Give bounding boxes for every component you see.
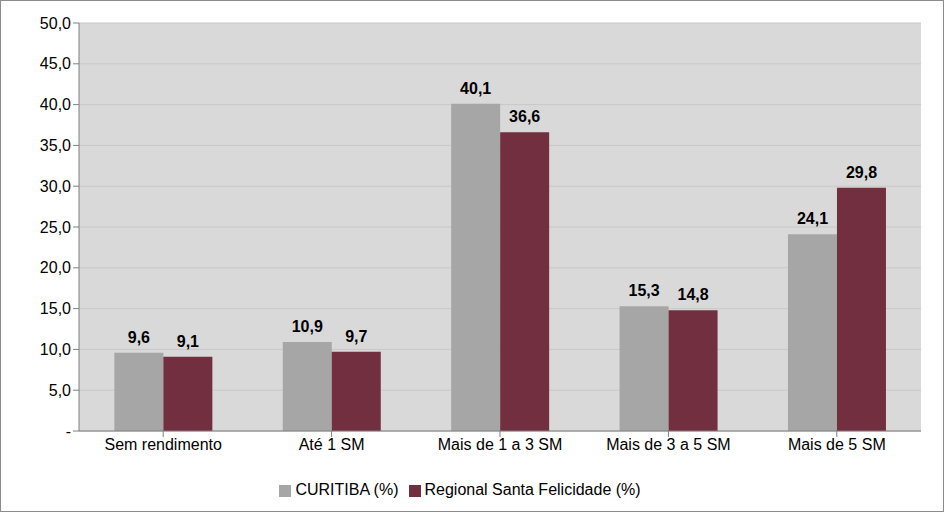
svg-text:Mais de 5 SM: Mais de 5 SM <box>788 436 886 453</box>
svg-text:5,0: 5,0 <box>49 382 71 399</box>
svg-text:40,1: 40,1 <box>460 80 491 97</box>
svg-text:9,6: 9,6 <box>128 329 150 346</box>
svg-text:-: - <box>66 423 71 440</box>
svg-text:10,9: 10,9 <box>292 318 323 335</box>
svg-text:Sem rendimento: Sem rendimento <box>105 436 222 453</box>
html-text:CURITIBA (%): CURITIBA (%) <box>295 481 399 498</box>
html-text:Regional Santa Felicidade (%): Regional Santa Felicidade (%) <box>424 481 641 498</box>
svg-text:50,0: 50,0 <box>40 15 71 32</box>
svg-text:10,0: 10,0 <box>40 341 71 358</box>
svg-text:45,0: 45,0 <box>40 55 71 72</box>
svg-text:24,1: 24,1 <box>797 210 828 227</box>
svg-text:40,0: 40,0 <box>40 96 71 113</box>
svg-text:36,6: 36,6 <box>509 108 540 125</box>
svg-text:15,0: 15,0 <box>40 300 71 317</box>
svg-text:14,8: 14,8 <box>677 286 708 303</box>
svg-text:Mais de 3 a 5 SM: Mais de 3 a 5 SM <box>606 436 731 453</box>
svg-text:25,0: 25,0 <box>40 219 71 236</box>
svg-text:35,0: 35,0 <box>40 137 71 154</box>
svg-text:Mais de 1 a 3 SM: Mais de 1 a 3 SM <box>438 436 563 453</box>
svg-text:29,8: 29,8 <box>846 164 877 181</box>
svg-text:15,3: 15,3 <box>628 282 659 299</box>
svg-text:30,0: 30,0 <box>40 178 71 195</box>
svg-text:20,0: 20,0 <box>40 259 71 276</box>
svg-text:Até 1 SM: Até 1 SM <box>299 436 365 453</box>
svg-text:9,7: 9,7 <box>345 328 367 345</box>
svg-text:9,1: 9,1 <box>177 333 199 350</box>
